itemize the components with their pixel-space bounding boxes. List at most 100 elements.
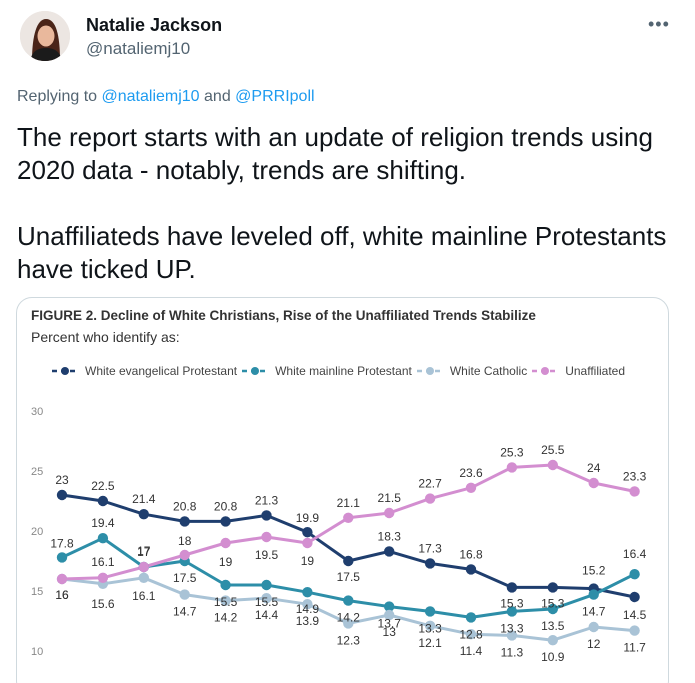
data-label-white-mainline-protestant: 14.9	[296, 602, 320, 616]
data-label-white-mainline-protestant: 12.8	[459, 627, 483, 641]
data-point-unaffiliated	[343, 512, 354, 523]
reply-mention-nataliemj10[interactable]: @nataliemj10	[101, 88, 200, 105]
data-point-white-mainline-protestant	[220, 579, 231, 591]
data-point-white-catholic	[220, 595, 231, 606]
data-point-white-catholic	[302, 599, 313, 610]
tweet-media-chart[interactable]: FIGURE 2. Decline of White Christians, R…	[16, 297, 669, 683]
data-point-white-evangelical-protestant	[629, 591, 640, 603]
data-label-white-evangelical-protestant: 18.3	[378, 529, 402, 543]
data-point-white-evangelical-protestant	[56, 489, 68, 501]
data-label-white-catholic: 14.4	[255, 608, 279, 622]
chart-title: FIGURE 2. Decline of White Christians, R…	[31, 308, 536, 323]
data-point-white-mainline-protestant	[465, 612, 477, 623]
data-label-white-mainline-protestant: 13.7	[378, 617, 402, 631]
y-tick-label: 25	[31, 466, 43, 478]
data-point-white-catholic	[138, 572, 149, 583]
data-label-white-catholic: 12.3	[337, 633, 361, 647]
data-point-unaffiliated	[138, 561, 149, 573]
data-label-white-evangelical-protestant: 15.3	[500, 596, 524, 610]
data-label-white-catholic: 14.7	[173, 605, 197, 619]
data-point-unaffiliated	[424, 493, 436, 504]
data-label-unaffiliated: 25.3	[500, 445, 524, 459]
more-options-icon[interactable]: •••	[648, 14, 670, 34]
data-point-white-mainline-protestant	[384, 601, 395, 612]
data-point-white-evangelical-protestant	[220, 516, 231, 527]
legend-swatch	[416, 367, 443, 375]
data-point-white-mainline-protestant	[302, 587, 313, 598]
y-tick-label: 10	[31, 646, 43, 658]
legend-item-white-catholic: White Catholic	[416, 364, 527, 378]
data-point-white-catholic	[384, 609, 395, 621]
data-label-white-evangelical-protestant: 16.8	[459, 547, 483, 561]
data-point-white-catholic	[424, 620, 436, 631]
data-label-white-catholic: 12.1	[418, 636, 442, 650]
data-point-white-evangelical-protestant	[384, 546, 395, 557]
data-label-unaffiliated: 24	[587, 461, 601, 475]
data-label-white-catholic: 13	[383, 625, 397, 639]
data-point-white-mainline-protestant	[629, 569, 640, 580]
avatar[interactable]	[20, 11, 70, 61]
data-point-white-mainline-protestant	[588, 589, 599, 600]
data-label-white-mainline-protestant: 19.4	[91, 516, 115, 530]
data-label-white-catholic: 13.9	[296, 614, 320, 628]
data-label-unaffiliated: 22.7	[418, 477, 442, 491]
data-label-white-evangelical-protestant: 23	[55, 473, 69, 487]
data-label-white-mainline-protestant: 17.8	[50, 536, 74, 550]
data-point-white-mainline-protestant	[547, 603, 558, 615]
data-label-white-mainline-protestant: 13.3	[418, 621, 442, 635]
data-label-white-evangelical-protestant: 15.3	[541, 596, 565, 610]
data-label-unaffiliated: 17	[137, 545, 151, 559]
data-point-unaffiliated	[547, 459, 558, 471]
legend-item-white-evangelical-protestant: White evangelical Protestant	[51, 364, 237, 378]
data-label-white-catholic: 11.4	[460, 644, 483, 658]
data-label-white-catholic: 11.3	[501, 645, 524, 659]
data-label-white-mainline-protestant: 14.2	[337, 611, 361, 625]
data-point-white-mainline-protestant	[506, 606, 518, 617]
data-label-unaffiliated: 19	[219, 555, 233, 569]
data-point-white-catholic	[179, 589, 190, 600]
data-point-white-evangelical-protestant	[179, 516, 190, 527]
data-point-white-mainline-protestant	[56, 552, 68, 563]
data-point-white-evangelical-protestant	[138, 509, 149, 520]
data-label-unaffiliated: 16.1	[91, 555, 115, 569]
data-point-white-evangelical-protestant	[261, 510, 272, 521]
data-label-unaffiliated: 23.6	[459, 466, 483, 480]
data-point-white-catholic	[588, 621, 599, 633]
data-point-unaffiliated	[302, 537, 313, 549]
y-tick-label: 30	[31, 406, 43, 418]
data-label-white-catholic: 16	[55, 588, 69, 602]
author-name[interactable]: Natalie Jackson	[86, 15, 223, 35]
data-point-unaffiliated	[465, 482, 477, 493]
data-point-unaffiliated	[629, 486, 640, 497]
data-point-white-evangelical-protestant	[547, 582, 558, 593]
data-label-white-catholic: 16.1	[132, 589, 156, 603]
data-point-white-evangelical-protestant	[424, 558, 436, 569]
data-point-white-evangelical-protestant	[506, 582, 518, 593]
data-point-white-evangelical-protestant	[97, 495, 109, 507]
data-point-white-evangelical-protestant	[302, 527, 313, 538]
legend-item-white-mainline-protestant: White mainline Protestant	[241, 364, 412, 378]
data-point-white-mainline-protestant	[343, 595, 354, 606]
data-point-unaffiliated	[588, 477, 599, 489]
tweet-paragraph-1: The report starts with an update of reli…	[17, 122, 653, 185]
legend-label: White evangelical Protestant	[85, 364, 238, 378]
data-point-unaffiliated	[506, 462, 518, 473]
data-point-white-catholic	[465, 629, 477, 640]
data-point-white-evangelical-protestant	[343, 555, 354, 567]
data-label-white-mainline-protestant: 13.3	[500, 621, 524, 635]
y-tick-label: 15	[31, 586, 43, 598]
data-point-white-catholic	[506, 630, 518, 641]
data-point-unaffiliated	[56, 573, 68, 585]
data-point-white-catholic	[629, 625, 640, 636]
chart-subtitle: Percent who identify as:	[31, 329, 180, 345]
legend-swatch	[52, 367, 78, 375]
data-point-unaffiliated	[384, 507, 395, 519]
reply-mention-prripoll[interactable]: @PRRIpoll	[235, 88, 315, 105]
data-point-unaffiliated	[220, 537, 231, 549]
data-point-white-catholic	[547, 635, 558, 646]
data-point-white-evangelical-protestant	[465, 564, 477, 575]
author-handle[interactable]: @nataliemj10	[86, 39, 191, 58]
data-point-white-mainline-protestant	[261, 579, 272, 591]
reply-prefix: Replying to	[17, 88, 102, 105]
data-label-unaffiliated: 18	[178, 534, 192, 548]
